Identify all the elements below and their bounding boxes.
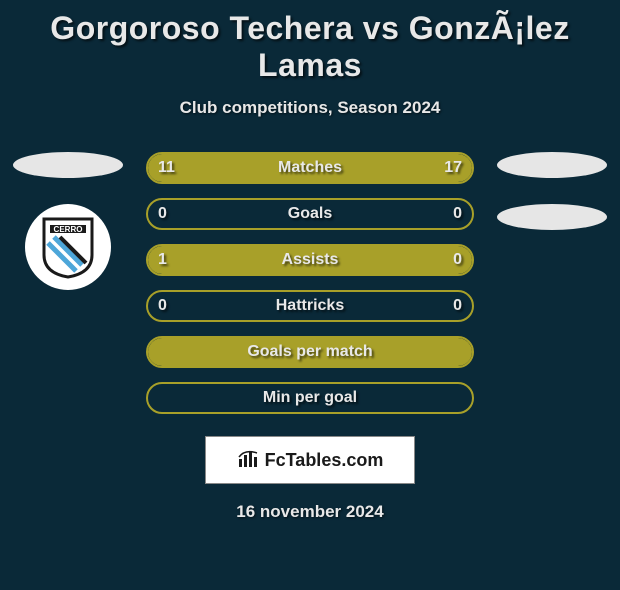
bar-label: Matches	[148, 159, 472, 177]
bar-label: Hattricks	[148, 297, 472, 315]
stat-bar: 00Hattricks	[146, 290, 474, 322]
svg-text:CERRO: CERRO	[54, 225, 83, 234]
subtitle: Club competitions, Season 2024	[0, 98, 620, 118]
player-left-name: Gorgoroso Techera	[50, 10, 353, 46]
right-club-placeholder	[497, 204, 607, 230]
bar-label: Goals	[148, 205, 472, 223]
left-photo-placeholder	[13, 152, 123, 178]
stat-bar: Goals per match	[146, 336, 474, 368]
stat-bar: Min per goal	[146, 382, 474, 414]
right-photo-placeholder	[497, 152, 607, 178]
stat-bar: 1117Matches	[146, 152, 474, 184]
branding-text: FcTables.com	[265, 450, 384, 471]
bar-label: Min per goal	[148, 389, 472, 407]
right-column	[492, 152, 612, 414]
stat-bar: 00Goals	[146, 198, 474, 230]
chart-icon	[237, 447, 259, 474]
left-club-logo: CERRO	[25, 204, 111, 290]
stat-bar: 10Assists	[146, 244, 474, 276]
vs-text: vs	[363, 10, 400, 46]
left-column: CERRO	[8, 152, 128, 414]
branding-box: FcTables.com	[205, 436, 415, 484]
content-row: CERRO 1117Matches 00Goals 10Assists 00Hattr…	[0, 152, 620, 414]
bar-label: Goals per match	[148, 343, 472, 361]
comparison-title: Gorgoroso Techera vs GonzÃ¡lez Lamas	[0, 10, 620, 84]
footer-date: 16 november 2024	[0, 502, 620, 522]
club-badge-icon: CERRO	[40, 215, 96, 279]
bar-label: Assists	[148, 251, 472, 269]
bars-column: 1117Matches 00Goals 10Assists 00Hattricks Go…	[128, 152, 492, 414]
